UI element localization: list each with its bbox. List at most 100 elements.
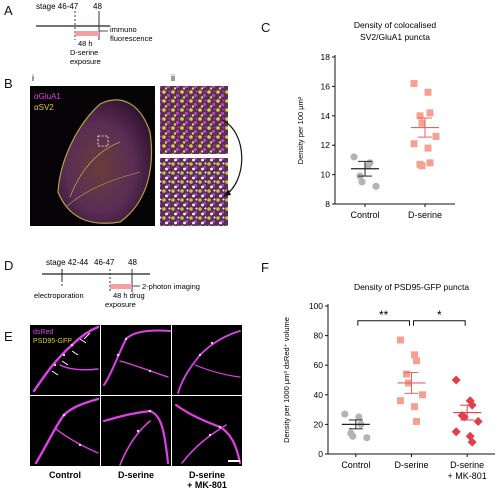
exposure-label-2: D-serine	[70, 48, 98, 57]
panel-letter-b: B	[4, 76, 13, 91]
data-point	[397, 397, 404, 405]
x-tick-label: D-serine	[394, 460, 428, 470]
data-point	[410, 140, 418, 148]
white-arrows	[51, 332, 91, 376]
tile-mk801-bottom	[172, 396, 242, 466]
data-point	[349, 432, 357, 440]
panel-letter-e: E	[4, 329, 13, 344]
x-tick-label: D-serine	[450, 460, 484, 470]
data-point	[366, 159, 374, 167]
data-point	[355, 413, 363, 421]
data-point	[341, 410, 349, 418]
x-tick-label: + MK-801	[448, 471, 487, 481]
significance-label: *	[437, 308, 442, 322]
y-axis-label: Density per 100 μm²	[296, 96, 305, 164]
tile-dserine-top	[101, 325, 171, 395]
significance-bracket	[357, 320, 410, 326]
col-label-dserine-mk801-1: D-serine	[189, 470, 225, 480]
panel-b-sub-i: i	[32, 73, 34, 83]
panel-b-micrographs: B i ii αGluA1 αSV2	[4, 73, 243, 226]
data-point	[424, 144, 432, 152]
data-point	[413, 417, 420, 425]
panel-letter-c: C	[261, 20, 270, 35]
stage-b-label: 46-47	[94, 258, 115, 267]
col-label-control: Control	[49, 470, 81, 480]
y-tick-label: 80	[314, 331, 324, 341]
data-point	[426, 159, 434, 167]
data-point	[451, 375, 461, 385]
panel-d-timeline: D stage 42-44 46-47 48 electroporation 4…	[4, 258, 200, 309]
y-tick-label: 60	[314, 360, 324, 370]
significance-bracket	[413, 320, 466, 326]
data-point	[413, 357, 420, 365]
tile-dserine-bottom	[101, 396, 171, 466]
col-label-dserine-mk801-2: + MK-801	[187, 480, 227, 490]
data-point	[418, 162, 426, 170]
arrow-head	[224, 189, 231, 196]
tile-mk801-top	[172, 325, 242, 395]
curved-arrow	[221, 119, 243, 197]
data-point	[397, 336, 404, 344]
panel-b-sub-ii: ii	[171, 73, 175, 83]
drug-label-1: 48 h drug	[113, 291, 145, 300]
y-tick-label: 0	[318, 449, 323, 459]
zoom-micrograph-bottom	[160, 158, 228, 226]
panel-e-micrographs: E dsRed PSD95-GFP Control D-seri	[4, 325, 242, 490]
electroporation-label: electroporation	[34, 291, 84, 300]
chart-title-line-1: Density of colocalised	[354, 20, 436, 30]
data-point	[350, 153, 358, 161]
data-point	[411, 351, 418, 359]
immuno-label-2: fluorescence	[110, 34, 153, 43]
y-tick-label: 16	[321, 81, 331, 91]
y-axis-label: Density per 1000 μm³ dsRed⁺ volume	[282, 317, 291, 443]
zoom-micrograph-top	[160, 86, 228, 154]
panel-letter-a: A	[4, 3, 13, 18]
x-tick-label: Control	[341, 460, 370, 470]
dsred-label: dsRed	[33, 329, 53, 336]
y-tick-label: 8	[325, 199, 330, 209]
zoom-region-box	[97, 135, 109, 147]
stage-c-label: 48	[128, 258, 137, 267]
sv2-label: αSV2	[34, 103, 54, 112]
drug-label-2: exposure	[105, 300, 136, 309]
data-point	[410, 79, 418, 87]
y-tick-label: 10	[321, 170, 331, 180]
exposure-label-1: 48 h	[78, 39, 93, 48]
data-point	[403, 370, 410, 378]
x-tick-label: D-serine	[408, 210, 442, 220]
chart-title-line-2: SV2/GluA1 puncta	[360, 32, 430, 42]
chart-title: Density of PSD95-GFP puncta	[354, 282, 469, 292]
stage-48-label: 48	[93, 2, 102, 11]
panel-letter-d: D	[4, 258, 13, 273]
x-tick-label: Control	[350, 210, 379, 220]
tile-control-top	[30, 325, 100, 395]
significance-label: **	[379, 308, 389, 322]
glua1-label: αGluA1	[34, 92, 61, 101]
panel-letter-f: F	[261, 260, 269, 275]
data-point	[451, 427, 461, 437]
col-label-dserine: D-serine	[118, 470, 154, 480]
tectum-tissue	[57, 99, 153, 224]
y-tick-label: 40	[314, 390, 324, 400]
immuno-label-1: immuno	[110, 25, 137, 34]
y-tick-label: 18	[321, 52, 331, 62]
data-point	[416, 112, 424, 120]
y-tick-label: 20	[314, 419, 324, 429]
data-point	[411, 403, 418, 411]
exposure-label-3: exposure	[70, 57, 101, 66]
stage-a-label: stage 42-44	[46, 258, 89, 267]
data-point	[426, 109, 434, 117]
drug-exposure-bar	[110, 284, 132, 289]
data-point	[363, 434, 371, 442]
data-point	[418, 119, 426, 127]
data-point	[372, 182, 380, 190]
y-tick-label: 100	[309, 301, 323, 311]
data-point	[473, 416, 483, 426]
exposure-bar	[75, 31, 99, 36]
y-tick-label: 14	[321, 111, 331, 121]
psd95-puncta	[53, 337, 222, 447]
data-point	[432, 132, 440, 140]
data-point	[424, 88, 432, 96]
data-point	[419, 391, 426, 399]
